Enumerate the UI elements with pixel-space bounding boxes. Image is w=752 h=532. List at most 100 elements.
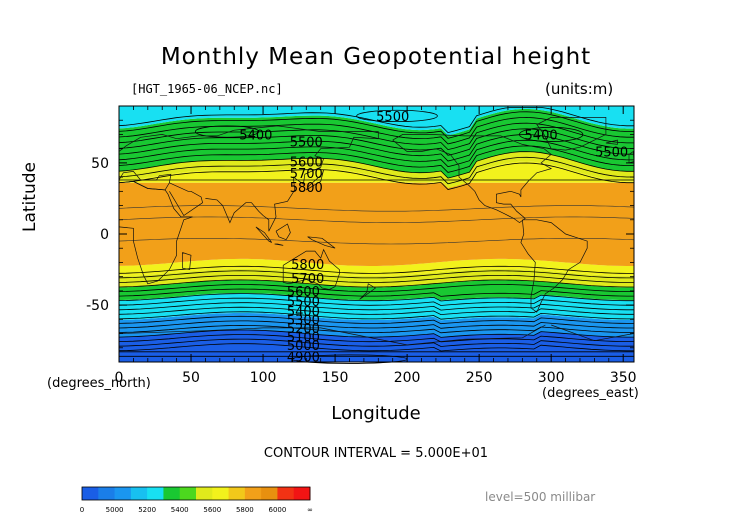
colorbar-swatch <box>98 487 116 500</box>
x-tick-label: 100 <box>250 370 277 386</box>
y-tick-label: 0 <box>100 227 109 243</box>
colorbar-swatch <box>130 487 148 500</box>
contour-line <box>118 270 634 279</box>
contour-line <box>118 311 634 320</box>
y-tick-label: 50 <box>91 156 109 172</box>
contour-label: 5500 <box>287 295 320 310</box>
y-unit-label: (degrees_north) <box>47 376 151 391</box>
coastline <box>628 150 635 164</box>
x-tick-label: 350 <box>610 370 637 386</box>
contour-line <box>118 128 635 156</box>
x-tick-label: 250 <box>466 370 493 386</box>
chart-title: Monthly Mean Geopotential height <box>160 44 592 70</box>
colorbar-tick-label: 5800 <box>236 506 254 514</box>
contour-line <box>118 293 634 302</box>
contour-label: 4900 <box>287 350 320 365</box>
contour-line <box>118 156 634 185</box>
contour-label: 5800 <box>290 181 323 196</box>
contour-band <box>119 258 634 276</box>
contour-line <box>118 297 634 306</box>
x-tick-label: 50 <box>182 370 200 386</box>
colorbar-swatch <box>277 487 295 500</box>
coastline <box>551 324 634 342</box>
contour-band <box>119 161 634 188</box>
coastline <box>118 324 546 346</box>
coastline <box>520 219 588 313</box>
contour-interval-label: CONTOUR INTERVAL = 5.000E+01 <box>263 446 489 461</box>
contour-label: 5100 <box>287 330 320 345</box>
contour-label: 5700 <box>290 167 323 182</box>
contour-line <box>118 320 634 329</box>
contour-line <box>118 122 634 151</box>
contour-band <box>119 293 634 321</box>
colorbar-swatch <box>196 487 213 500</box>
x-axis-label: Longitude <box>331 403 421 424</box>
contour-line <box>118 162 634 190</box>
colorbar-tick-label: 5600 <box>203 506 221 514</box>
contour-band <box>119 280 634 301</box>
coastline <box>282 248 340 290</box>
colorbar-tick-label: 0 <box>80 506 84 514</box>
colorbar-swatch <box>114 487 132 500</box>
contour-label: 5400 <box>525 128 558 143</box>
contour-label: 5400 <box>287 305 320 320</box>
contour-label: 5700 <box>291 272 324 287</box>
coastline <box>118 181 193 285</box>
colorbar-tick-label: 5400 <box>171 506 189 514</box>
colorbar-swatch <box>293 487 311 500</box>
coastline <box>275 223 291 241</box>
x-tick-label: 200 <box>394 370 421 386</box>
contour-line <box>118 111 634 139</box>
units-label: (units:m) <box>545 80 614 98</box>
contour-line <box>118 151 634 179</box>
contour-line <box>519 126 584 142</box>
colorbar-tick-label: 5000 <box>106 506 124 514</box>
contour-label: 5200 <box>287 322 320 337</box>
contour-line <box>118 216 635 223</box>
coastline <box>306 169 324 191</box>
coastline <box>118 125 379 232</box>
contour-line <box>118 145 634 173</box>
contour-line <box>118 288 634 297</box>
contour-band <box>119 182 634 266</box>
contour-label: 5500 <box>595 146 628 161</box>
contour-line <box>118 338 634 347</box>
contour-label: 5500 <box>290 136 323 151</box>
coastline <box>605 139 618 145</box>
contour-line <box>118 324 634 334</box>
contour-label: 5300 <box>287 313 320 328</box>
level-label: level=500 millibar <box>485 490 596 504</box>
coastline <box>392 134 553 224</box>
x-tick-label: 0 <box>115 370 124 386</box>
coastline <box>182 252 192 271</box>
colorbar-swatch <box>261 487 278 500</box>
contour-line <box>118 302 634 311</box>
contour-line <box>118 329 634 338</box>
contour-line <box>118 205 635 212</box>
colorbar-tick-label: 5200 <box>138 506 156 514</box>
x-tick-label: 300 <box>538 370 565 386</box>
contour-line <box>118 306 634 316</box>
x-unit-label: (degrees_east) <box>542 386 639 401</box>
coastline <box>307 236 336 249</box>
contour-label: 5500 <box>376 110 409 125</box>
contour-line <box>118 343 634 352</box>
contour-line <box>118 279 634 288</box>
contour-label: 5600 <box>287 285 320 300</box>
contour-line <box>118 134 634 162</box>
colorbar-frame <box>81 486 311 501</box>
coastline <box>359 283 377 300</box>
contour-line <box>118 238 635 245</box>
colorbar-swatch <box>212 487 230 500</box>
coastline <box>169 182 204 216</box>
contour-label: 5400 <box>239 128 272 143</box>
contour-label: 5800 <box>291 258 324 273</box>
contour-line <box>118 265 634 274</box>
contour-band <box>119 312 634 338</box>
colorbar-swatch <box>82 487 99 500</box>
colorbar-tick-label: 6000 <box>269 506 287 514</box>
colorbar-swatch <box>228 487 246 500</box>
colorbar-swatch <box>163 487 181 500</box>
contour-line <box>356 109 438 123</box>
